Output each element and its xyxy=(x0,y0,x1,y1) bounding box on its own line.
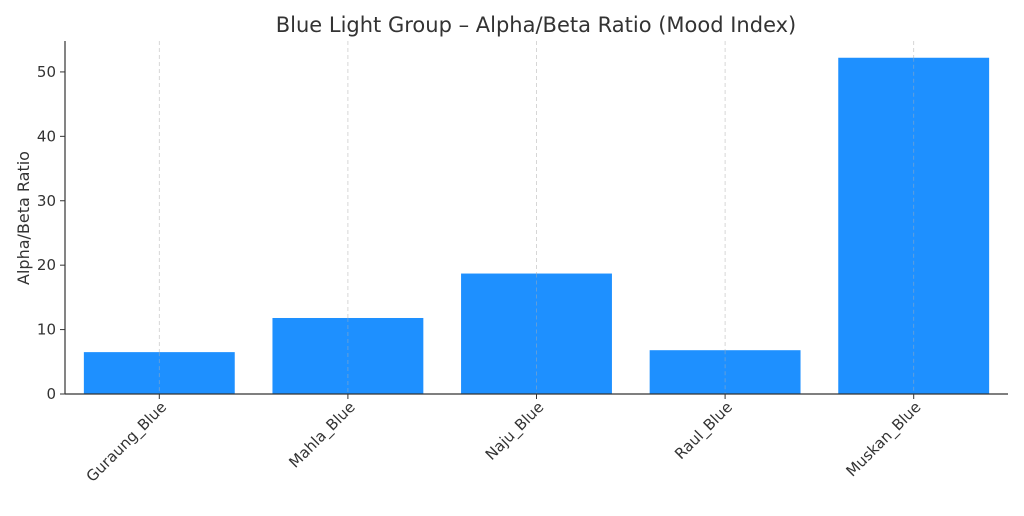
x-tick-label: Muskan_Blue xyxy=(842,398,925,481)
y-tick-label: 20 xyxy=(37,256,56,274)
y-tick-label: 0 xyxy=(46,385,56,403)
x-tick-label: Raul_Blue xyxy=(671,398,737,464)
y-tick-label: 10 xyxy=(37,321,56,339)
y-ticks: 0 10 20 30 40 50 xyxy=(37,63,65,403)
x-tick-label: Naju_Blue xyxy=(482,398,548,464)
y-tick-label: 40 xyxy=(37,127,56,145)
x-tick-label: Guraung_Blue xyxy=(83,398,171,486)
bar-Guraung_Blue xyxy=(83,352,235,394)
bar-Naju_Blue xyxy=(461,273,612,394)
y-tick-label: 50 xyxy=(37,63,56,81)
x-ticks: Guraung_Blue Mahla_Blue Naju_Blue Raul_Blue… xyxy=(83,394,925,486)
x-tick-label: Mahla_Blue xyxy=(285,398,359,472)
chart-title: Blue Light Group – Alpha/Beta Ratio (Moo… xyxy=(276,13,797,37)
grid-lines-front xyxy=(158,57,915,394)
y-axis-label: Alpha/Beta Ratio xyxy=(14,151,33,285)
y-tick-label: 30 xyxy=(37,192,56,210)
